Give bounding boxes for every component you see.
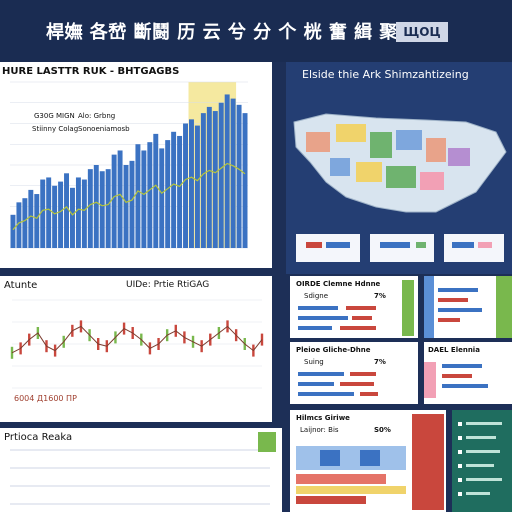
bar-chart-note-c: Alo: Grbng: [78, 112, 116, 120]
bar-chart-bar: [93, 165, 99, 248]
line-chart: [10, 299, 264, 389]
list-panel-1: OIRDE Clemne Hdnne Sdigne 7%: [290, 276, 418, 338]
map-region-6: [448, 148, 470, 166]
bar-chart-bar: [28, 189, 34, 248]
list-2-bars: [298, 372, 378, 396]
bar-chart-bar: [111, 154, 117, 248]
map-region-5: [426, 138, 446, 162]
bar-chart-bar: [230, 98, 236, 248]
usa-map: [293, 113, 507, 262]
bottom-left-panel: Prtioca Reaka: [0, 428, 282, 512]
bar-chart-bar: [129, 160, 135, 248]
list-2-head: Suing: [304, 358, 324, 366]
line-chart-series: [11, 325, 263, 354]
bar-chart-note-d: Sonoeniamosb: [78, 125, 130, 133]
bar-chart-bar: [159, 148, 165, 248]
list-panel-2: Pleioe Gliche-Dhne Suing 7%: [290, 342, 418, 404]
bar-chart-bar: [58, 181, 64, 248]
map-region-7: [356, 162, 382, 182]
list-2-pct: 7%: [374, 358, 386, 366]
bottom-left-marker: [258, 432, 276, 452]
bar-chart-bar: [81, 179, 87, 248]
line-chart-title: UIDe: Prtie RtiGAG: [126, 280, 210, 290]
bar-chart-bar: [189, 119, 194, 248]
bottom-left-title: Prtioca Reaka: [4, 432, 73, 443]
map-title: Elside thie Ark Shimzahtizeing: [302, 68, 469, 81]
bar-chart-bar: [194, 125, 200, 248]
side-2-title: DAEL Elennia: [428, 346, 480, 354]
bar-chart-bar: [16, 202, 22, 248]
map-region-2: [336, 124, 366, 142]
bar-chart-trend-line: [12, 162, 246, 231]
list-1-bars: [298, 280, 414, 336]
bar-chart-bar: [10, 214, 16, 248]
bar-chart-bar: [87, 169, 93, 248]
list-3-title: Hilmcs Giriwe: [296, 414, 350, 422]
map-region-4: [396, 130, 422, 150]
map-panel: Elside thie Ark Shimzahtizeing: [286, 62, 512, 274]
bar-chart-bar: [46, 177, 52, 248]
bar-chart-bar: [99, 171, 105, 248]
bar-chart-bar: [34, 194, 40, 248]
map-region-9: [420, 172, 444, 190]
bar-chart-bar: [22, 198, 28, 248]
list-1-title: OIRDE Clemne Hdnne: [296, 280, 381, 288]
list-3-pct: S0%: [374, 426, 391, 434]
side-2-bars: [424, 362, 488, 398]
bar-chart-bar: [236, 104, 242, 248]
line-chart-note: 6004 Д1600 ПР: [14, 394, 77, 403]
bar-chart-bar: [218, 102, 224, 248]
bottom-left-grid: [10, 432, 276, 505]
bar-chart-bar: [242, 113, 248, 248]
bar-chart-bar: [75, 177, 81, 248]
list-panel-3: Hilmcs Giriwe Laijnor: Bis S0%: [290, 410, 446, 512]
bar-chart-bar: [64, 173, 69, 248]
bar-chart-bar: [177, 135, 183, 248]
bar-chart-bar: [153, 133, 159, 248]
bar-chart-bar: [52, 185, 58, 248]
bar-chart-bar: [183, 123, 188, 248]
bar-chart-bar: [212, 111, 218, 248]
list-1-pct: 7%: [374, 292, 386, 300]
side-panel-3: [452, 410, 512, 512]
bar-chart-bar: [206, 106, 212, 249]
list-2-title: Pleioe Gliche-Dhne: [296, 346, 371, 354]
map-region-8: [386, 166, 416, 188]
bar-chart-bar: [147, 142, 153, 248]
list-3-blocks: [296, 414, 444, 510]
side-panel-1: [424, 276, 512, 338]
bar-chart-bar: [123, 165, 129, 248]
side-3-list: [458, 422, 502, 496]
bar-chart-bar: [135, 144, 141, 248]
header-badge[interactable]: ЩОЦ: [396, 22, 448, 42]
bar-chart-bar: [171, 131, 177, 248]
bar-chart: [10, 81, 248, 249]
list-1-head: Sdigne: [304, 292, 329, 300]
bar-chart-bar: [105, 169, 111, 248]
bar-chart-bar: [70, 187, 75, 248]
side-1-bars: [424, 276, 512, 338]
bar-chart-note-a: G30G MIGN: [34, 112, 75, 120]
line-chart-panel: Atunte UIDe: Prtie RtiGAG 6004 Д1600 ПР: [0, 276, 272, 422]
page-title: 桿嫵 各嵆 斷鬪 历 云 兮 分 个 桄 奮 緝 聚: [46, 22, 398, 43]
bar-chart-title: HURE LASTTR RUK - BHTGAGBS: [2, 66, 180, 77]
bar-chart-bar: [200, 113, 206, 248]
side-panel-2: DAEL Elennia: [424, 342, 512, 404]
bar-chart-panel: HURE LASTTR RUK - BHTGAGBS G30G MIGN Sti…: [0, 62, 272, 268]
line-chart-panel-title: Atunte: [4, 280, 38, 291]
bar-chart-bar: [117, 150, 123, 248]
bar-chart-bar: [40, 179, 46, 248]
map-region-10: [330, 158, 350, 176]
list-3-head: Laijnor: Bis: [300, 426, 339, 434]
bar-chart-bar: [224, 94, 230, 248]
bar-chart-bar: [165, 140, 171, 248]
map-region-1: [306, 132, 330, 152]
map-region-3: [370, 132, 392, 158]
header-bar: 桿嫵 各嵆 斷鬪 历 云 兮 分 个 桄 奮 緝 聚 ЩОЦ: [0, 0, 512, 62]
bar-chart-note-b: Stiinny Colag: [32, 125, 79, 133]
bar-chart-bar: [141, 150, 147, 248]
